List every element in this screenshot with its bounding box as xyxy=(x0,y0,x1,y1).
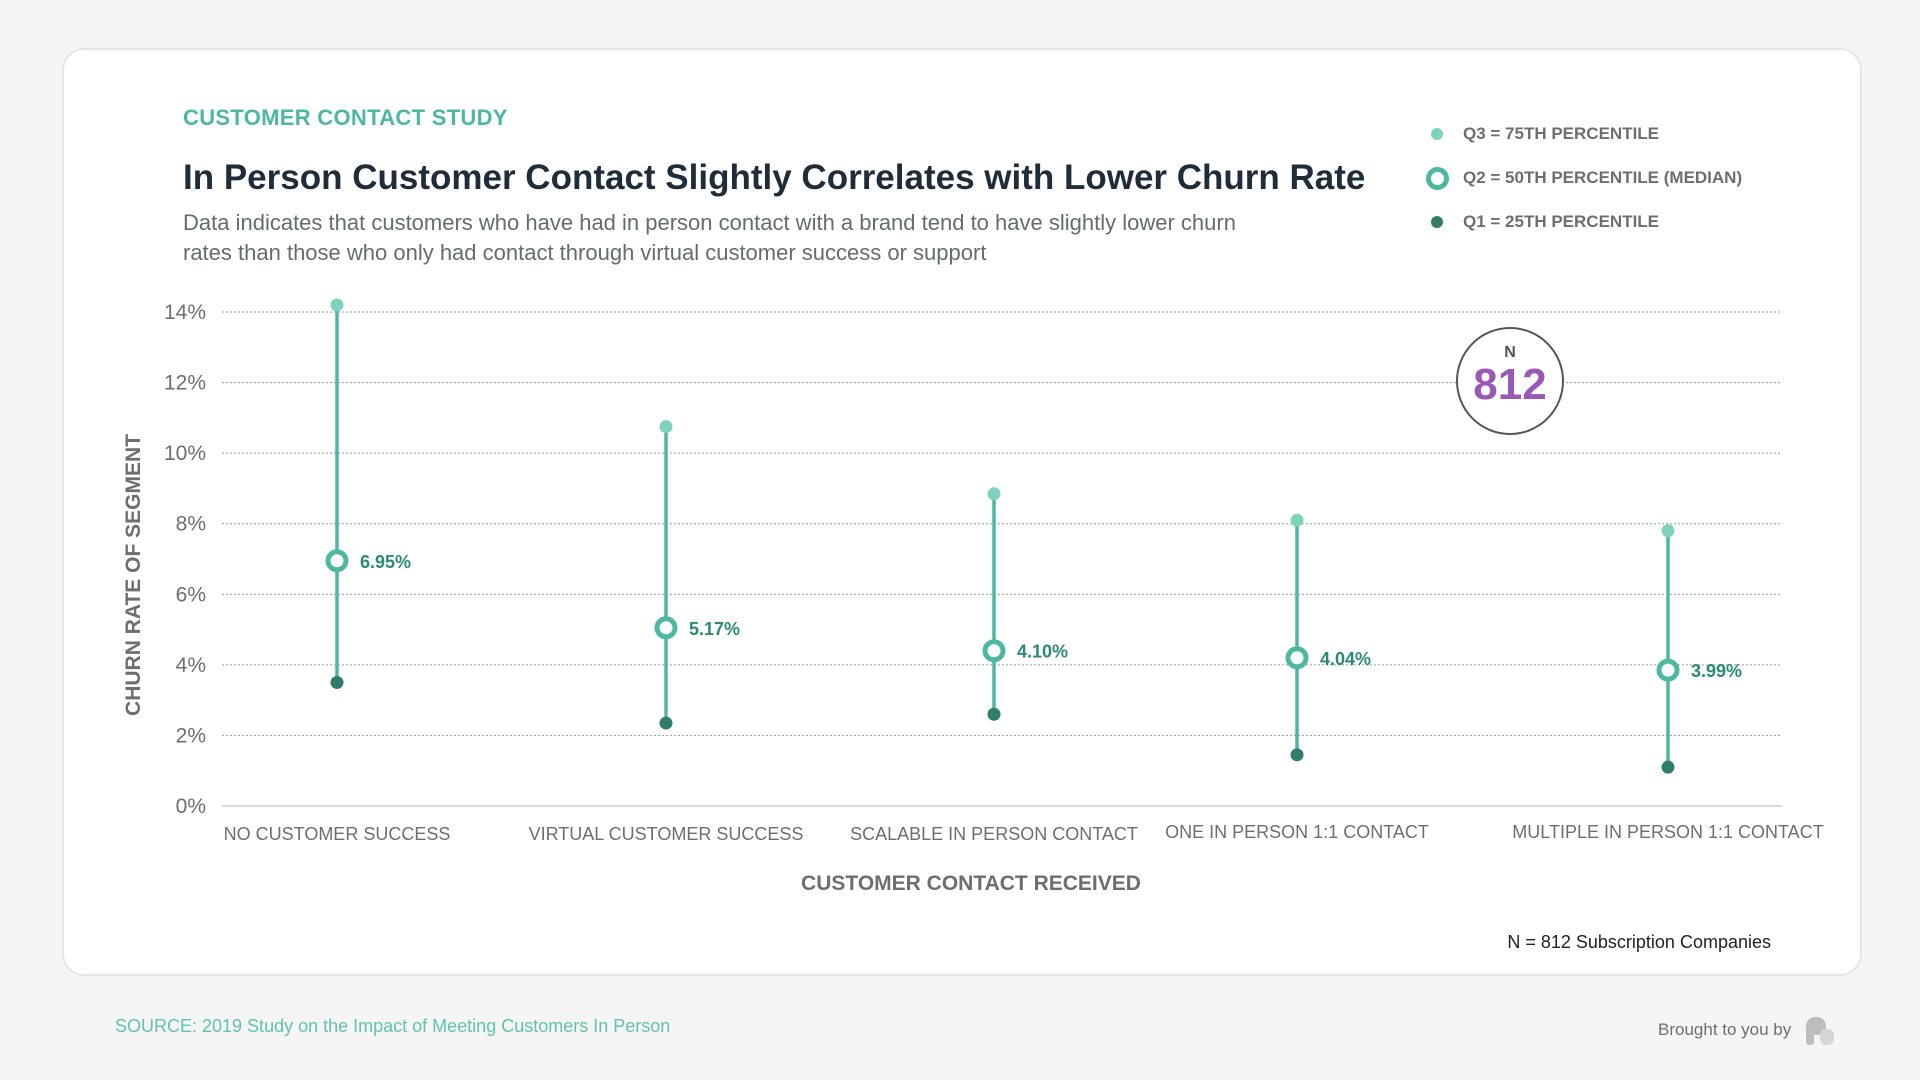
sample-size-badge: N 812 xyxy=(1456,327,1564,435)
legend-item-q2: Q2 = 50TH PERCENTILE (MEDIAN) xyxy=(1415,156,1742,200)
brought-by-label: Brought to you by xyxy=(1658,1020,1792,1039)
q3-point xyxy=(987,487,1001,501)
x-tick-label: ONE IN PERSON 1:1 CONTACT xyxy=(1165,822,1429,842)
median-point xyxy=(1656,658,1680,682)
legend-q3-dot-icon xyxy=(1431,128,1443,140)
q1-point xyxy=(1290,748,1304,762)
x-tick-label: MULTIPLE IN PERSON 1:1 CONTACT xyxy=(1512,822,1823,842)
q1-point xyxy=(659,716,673,730)
median-data-label: 4.10% xyxy=(1017,642,1068,662)
q1-point xyxy=(330,676,344,689)
y-tick-label: 12% xyxy=(164,372,206,395)
median-point xyxy=(1285,646,1309,670)
legend-q3-label: Q3 = 75TH PERCENTILE xyxy=(1463,124,1660,143)
q1-point xyxy=(987,707,1001,721)
median-point xyxy=(982,639,1006,663)
median-data-label: 3.99% xyxy=(1691,661,1742,681)
badge-label: N xyxy=(1504,344,1516,361)
legend: Q3 = 75TH PERCENTILE Q2 = 50TH PERCENTIL… xyxy=(1415,112,1742,244)
x-tick-label: VIRTUAL CUSTOMER SUCCESS xyxy=(529,824,804,844)
y-axis-label: CHURN RATE OF SEGMENT xyxy=(122,434,145,716)
legend-q2-label: Q2 = 50TH PERCENTILE (MEDIAN) xyxy=(1463,168,1743,187)
median-data-label: 5.17% xyxy=(689,619,740,639)
brought-by: Brought to you by xyxy=(1658,1013,1837,1047)
y-tick-label: 6% xyxy=(176,583,206,606)
q3-point xyxy=(1290,513,1304,527)
legend-q1-label: Q1 = 25TH PERCENTILE xyxy=(1463,212,1660,231)
median-point xyxy=(325,549,349,573)
chart-subtitle: Data indicates that customers who have h… xyxy=(183,210,1236,265)
y-tick-label: 2% xyxy=(176,724,206,747)
legend-q1-dot-icon xyxy=(1431,216,1443,228)
x-axis-label: CUSTOMER CONTACT RECEIVED xyxy=(801,872,1141,895)
median-data-label: 6.95% xyxy=(360,552,411,572)
y-tick-label: 0% xyxy=(176,795,206,818)
legend-item-q3: Q3 = 75TH PERCENTILE xyxy=(1415,112,1742,156)
badge-value: 812 xyxy=(1473,360,1547,409)
y-tick-label: 14% xyxy=(164,301,206,324)
q3-point xyxy=(1661,524,1675,538)
eyebrow-label: CUSTOMER CONTACT STUDY xyxy=(183,105,508,130)
x-tick-label: NO CUSTOMER SUCCESS xyxy=(224,824,451,844)
q3-point xyxy=(659,420,673,434)
y-tick-label: 4% xyxy=(176,654,206,677)
legend-item-q1: Q1 = 25TH PERCENTILE xyxy=(1415,200,1742,244)
chart-title: In Person Customer Contact Slightly Corr… xyxy=(183,158,1366,197)
q3-point xyxy=(330,298,344,312)
median-data-label: 4.04% xyxy=(1320,649,1371,669)
legend-q2-ring-icon xyxy=(1425,166,1449,190)
y-tick-label: 10% xyxy=(164,442,206,465)
source-link[interactable]: SOURCE: 2019 Study on the Impact of Meet… xyxy=(115,1016,671,1036)
q1-point xyxy=(1661,760,1675,774)
median-point xyxy=(654,616,678,640)
sample-footnote: N = 812 Subscription Companies xyxy=(1507,932,1771,952)
y-tick-label: 8% xyxy=(176,513,206,536)
x-tick-label: SCALABLE IN PERSON CONTACT xyxy=(850,824,1138,844)
chart-card xyxy=(62,48,1862,976)
brand-logo-icon xyxy=(1806,1017,1835,1045)
